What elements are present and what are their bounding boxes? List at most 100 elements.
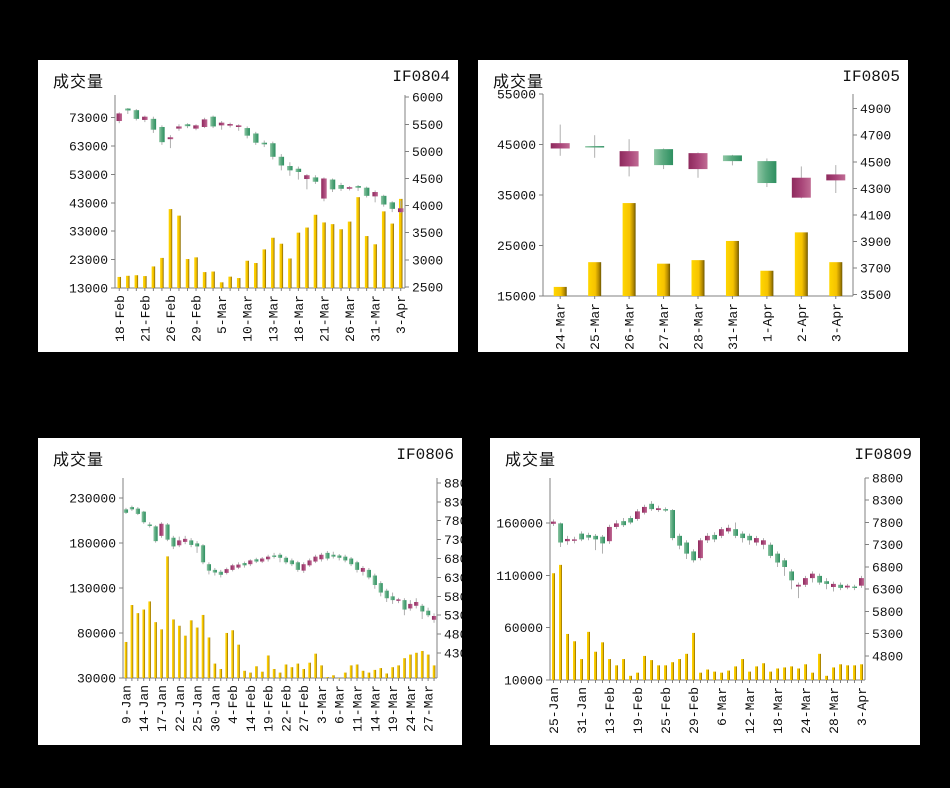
svg-text:5300: 5300: [872, 627, 903, 642]
svg-text:35000: 35000: [497, 189, 536, 204]
svg-text:10000: 10000: [504, 674, 543, 689]
svg-text:60000: 60000: [504, 621, 543, 636]
svg-text:73000: 73000: [69, 111, 108, 126]
svg-text:55000: 55000: [497, 88, 536, 103]
svg-text:18-Mar: 18-Mar: [292, 295, 307, 342]
svg-text:8300: 8300: [872, 494, 903, 509]
svg-text:28-Mar: 28-Mar: [692, 303, 707, 350]
svg-text:6-Mar: 6-Mar: [333, 685, 348, 724]
svg-text:6800: 6800: [872, 560, 903, 575]
svg-text:3000: 3000: [412, 253, 443, 268]
candlestick-volume-chart: 230000 180000 130000 80000 30000 8800 8300 7800…: [69, 476, 462, 732]
svg-text:21-Mar: 21-Mar: [317, 295, 332, 342]
svg-text:5300: 5300: [444, 609, 462, 624]
svg-text:23000: 23000: [69, 253, 108, 268]
svg-text:3-Apr: 3-Apr: [855, 687, 870, 726]
svg-text:24-Mar: 24-Mar: [799, 687, 814, 734]
svg-text:18-Mar: 18-Mar: [771, 687, 786, 734]
svg-text:4500: 4500: [860, 155, 891, 170]
svg-text:15000: 15000: [497, 290, 536, 305]
svg-text:31-Jan: 31-Jan: [575, 687, 590, 734]
svg-text:3-Apr: 3-Apr: [829, 303, 844, 342]
svg-text:5800: 5800: [872, 605, 903, 620]
svg-text:3700: 3700: [860, 262, 891, 277]
svg-text:25-Jan: 25-Jan: [547, 687, 562, 734]
svg-text:31-Mar: 31-Mar: [369, 295, 384, 342]
svg-text:3500: 3500: [412, 226, 443, 241]
svg-text:4100: 4100: [860, 208, 891, 223]
svg-text:14-Feb: 14-Feb: [244, 685, 259, 732]
svg-text:230000: 230000: [69, 491, 116, 506]
contract-code: IF0806: [396, 446, 454, 464]
svg-text:7800: 7800: [444, 514, 462, 529]
contract-code: IF0809: [854, 446, 912, 464]
svg-text:160000: 160000: [496, 517, 543, 532]
svg-text:4300: 4300: [860, 182, 891, 197]
svg-text:4300: 4300: [444, 647, 462, 662]
svg-text:22-Jan: 22-Jan: [173, 685, 188, 732]
svg-text:22-Feb: 22-Feb: [279, 685, 294, 732]
svg-text:25-Mar: 25-Mar: [588, 303, 603, 350]
svg-text:10-Mar: 10-Mar: [241, 295, 256, 342]
svg-text:8300: 8300: [444, 495, 462, 510]
svg-text:4800: 4800: [444, 628, 462, 643]
svg-text:28-Mar: 28-Mar: [827, 687, 842, 734]
svg-text:26-Mar: 26-Mar: [623, 303, 638, 350]
svg-text:7300: 7300: [872, 538, 903, 553]
svg-text:13-Feb: 13-Feb: [603, 687, 618, 734]
svg-text:3-Mar: 3-Mar: [315, 685, 330, 724]
chart-panel-if0804: 成交量 IF0804 73000 63000 53000 43000 33000 2300…: [38, 60, 458, 352]
contract-code: IF0805: [842, 68, 900, 86]
volume-title: 成交量: [53, 452, 105, 470]
svg-text:7300: 7300: [444, 533, 462, 548]
svg-text:7800: 7800: [872, 516, 903, 531]
svg-text:17-Jan: 17-Jan: [155, 685, 170, 732]
svg-text:18-Feb: 18-Feb: [113, 295, 128, 342]
svg-text:130000: 130000: [69, 581, 116, 596]
volume-title: 成交量: [505, 452, 557, 470]
svg-text:24-Mar: 24-Mar: [554, 303, 569, 350]
contract-code: IF0804: [392, 68, 450, 86]
svg-text:19-Mar: 19-Mar: [386, 685, 401, 732]
svg-text:19-Feb: 19-Feb: [631, 687, 646, 734]
svg-text:5000: 5000: [412, 145, 443, 160]
svg-text:5-Mar: 5-Mar: [215, 295, 230, 334]
svg-text:29-Feb: 29-Feb: [687, 687, 702, 734]
svg-text:25-Feb: 25-Feb: [659, 687, 674, 734]
svg-text:14-Mar: 14-Mar: [368, 685, 383, 732]
svg-text:6000: 6000: [412, 91, 443, 106]
svg-text:1-Apr: 1-Apr: [760, 303, 775, 342]
svg-text:14-Jan: 14-Jan: [137, 685, 152, 732]
svg-text:4-Feb: 4-Feb: [226, 685, 241, 724]
svg-text:63000: 63000: [69, 140, 108, 155]
svg-text:6-Mar: 6-Mar: [715, 687, 730, 726]
svg-text:4800: 4800: [872, 649, 903, 664]
svg-text:6300: 6300: [872, 583, 903, 598]
volume-title: 成交量: [53, 74, 105, 92]
svg-text:110000: 110000: [496, 569, 543, 584]
candlestick-volume-chart: 55000 45000 35000 25000 15000 4900 4700 4500 430…: [497, 88, 891, 350]
svg-text:26-Mar: 26-Mar: [343, 295, 358, 342]
svg-text:2500: 2500: [412, 280, 443, 295]
svg-text:30000: 30000: [77, 672, 116, 687]
svg-text:80000: 80000: [77, 626, 116, 641]
svg-text:27-Mar: 27-Mar: [422, 685, 437, 732]
svg-text:25-Jan: 25-Jan: [191, 685, 206, 732]
svg-text:33000: 33000: [69, 225, 108, 240]
svg-text:13-Mar: 13-Mar: [266, 295, 281, 342]
svg-text:2-Apr: 2-Apr: [795, 303, 810, 342]
volume-title: 成交量: [493, 74, 545, 92]
svg-text:24-Mar: 24-Mar: [404, 685, 419, 732]
svg-text:53000: 53000: [69, 168, 108, 183]
svg-text:6800: 6800: [444, 552, 462, 567]
svg-text:27-Mar: 27-Mar: [657, 303, 672, 350]
chart-panel-if0809: 成交量 IF0809 160000 110000 60000 10000 8800 830…: [490, 438, 920, 745]
svg-text:29-Feb: 29-Feb: [190, 295, 205, 342]
svg-text:4500: 4500: [412, 172, 443, 187]
svg-text:8800: 8800: [444, 476, 462, 491]
svg-text:8800: 8800: [872, 472, 903, 487]
svg-text:45000: 45000: [497, 138, 536, 153]
svg-text:19-Feb: 19-Feb: [262, 685, 277, 732]
svg-text:4700: 4700: [860, 129, 891, 144]
